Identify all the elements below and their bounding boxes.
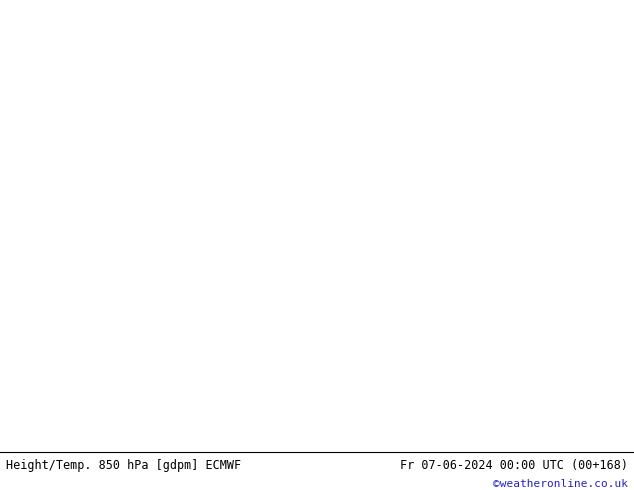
Text: ©weatheronline.co.uk: ©weatheronline.co.uk (493, 479, 628, 489)
Text: Fr 07-06-2024 00:00 UTC (00+168): Fr 07-06-2024 00:00 UTC (00+168) (399, 459, 628, 471)
Text: Height/Temp. 850 hPa [gdpm] ECMWF: Height/Temp. 850 hPa [gdpm] ECMWF (6, 459, 242, 471)
